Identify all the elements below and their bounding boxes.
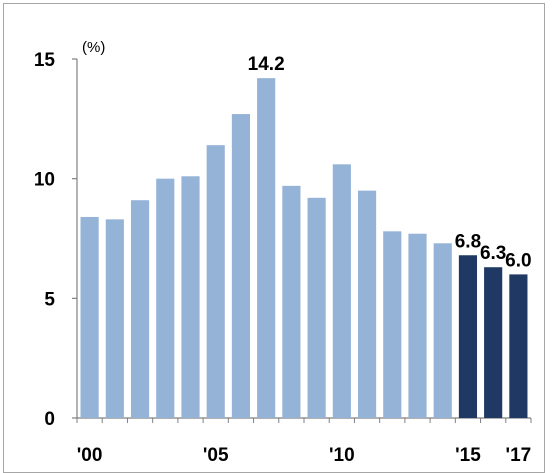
bar-2014	[433, 243, 452, 418]
data-label-2007: 14.2	[248, 54, 285, 75]
bar-2008	[282, 185, 301, 418]
x-tick-label: '05	[203, 445, 229, 466]
chart-frame: 0 5 10 15 '00 '05 14.2 '10 6.8 '15 6.3 6.0 '17 (%)	[3, 3, 545, 473]
bar-2011	[357, 190, 377, 418]
y-tick-label: 0	[44, 409, 55, 430]
data-label-2017: 6.0	[505, 250, 531, 271]
bar-2007	[257, 78, 276, 419]
y-axis-unit-label: (%)	[82, 39, 105, 56]
bar-2009	[307, 197, 326, 418]
bar-2001	[105, 219, 124, 418]
x-tick-label: '15	[455, 445, 481, 466]
data-label-2015: 6.8	[455, 231, 481, 252]
x-tick-label: '10	[329, 445, 355, 466]
axes: 0 5 10 15	[34, 50, 532, 430]
bar-2002	[130, 200, 150, 418]
bar-2000	[80, 216, 99, 418]
bar-2012	[383, 231, 402, 418]
bar-2010	[332, 164, 351, 418]
x-tick-label: '17	[506, 445, 532, 466]
y-tick-label: 15	[34, 50, 56, 71]
bar-2006	[231, 114, 251, 419]
bar-chart: 0 5 10 15 '00 '05 14.2 '10 6.8 '15 6.36.0 '17 (%)	[34, 39, 532, 466]
bar-2015	[458, 255, 478, 418]
bar-2013	[408, 233, 427, 418]
bar-2017	[509, 274, 528, 418]
bar-2005	[206, 145, 225, 418]
bar-2004	[181, 176, 200, 418]
bar-2003	[156, 178, 175, 418]
data-label-2016: 6.3	[480, 243, 506, 264]
bars	[80, 78, 528, 419]
labels: '00 '05 14.2 '10 6.8 '15 6.36.0 '17	[77, 54, 532, 466]
y-tick-label: 10	[34, 170, 55, 191]
y-tick-label: 5	[44, 289, 55, 310]
bar-2016	[484, 267, 503, 418]
x-tick-label: '00	[77, 445, 103, 466]
